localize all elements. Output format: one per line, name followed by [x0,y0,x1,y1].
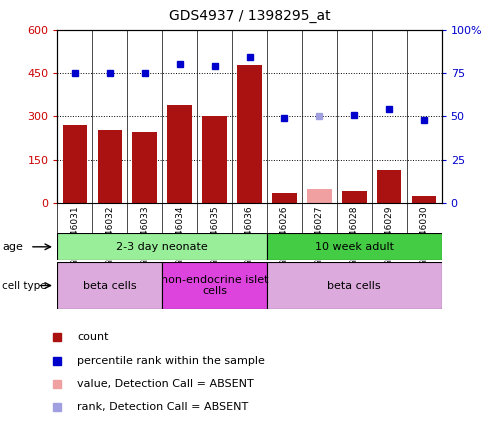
Bar [97,130,122,203]
Text: count: count [77,332,108,342]
Text: GSM1146031: GSM1146031 [70,206,79,266]
Bar [162,262,267,309]
Bar [63,125,87,203]
Text: beta cells: beta cells [327,280,381,291]
Bar [342,191,366,203]
Bar [57,262,162,309]
Text: GDS4937 / 1398295_at: GDS4937 / 1398295_at [169,9,330,23]
Text: 2-3 day neonate: 2-3 day neonate [116,242,208,252]
Bar [238,65,262,203]
Bar [57,233,267,260]
Text: cell type: cell type [2,280,47,291]
Bar [272,193,296,203]
Text: GSM1146030: GSM1146030 [420,206,429,266]
Bar [267,233,442,260]
Bar [267,262,442,309]
Text: GSM1146028: GSM1146028 [350,206,359,266]
Text: GSM1146033: GSM1146033 [140,206,149,266]
Bar [307,189,331,203]
Text: GSM1146027: GSM1146027 [315,206,324,266]
Text: beta cells: beta cells [83,280,137,291]
Text: GSM1146034: GSM1146034 [175,206,184,266]
Text: rank, Detection Call = ABSENT: rank, Detection Call = ABSENT [77,402,248,412]
Text: GSM1146029: GSM1146029 [385,206,394,266]
Text: age: age [2,242,23,252]
Text: GSM1146035: GSM1146035 [210,206,219,266]
Text: GSM1146036: GSM1146036 [245,206,254,266]
Text: GSM1146026: GSM1146026 [280,206,289,266]
Text: GSM1146032: GSM1146032 [105,206,114,266]
Text: 10 week adult: 10 week adult [315,242,394,252]
Bar [167,105,192,203]
Text: non-endocrine islet
cells: non-endocrine islet cells [161,275,268,297]
Bar [203,116,227,203]
Text: percentile rank within the sample: percentile rank within the sample [77,356,265,365]
Bar [132,132,157,203]
Text: value, Detection Call = ABSENT: value, Detection Call = ABSENT [77,379,253,389]
Bar [377,170,401,203]
Bar [412,196,436,203]
